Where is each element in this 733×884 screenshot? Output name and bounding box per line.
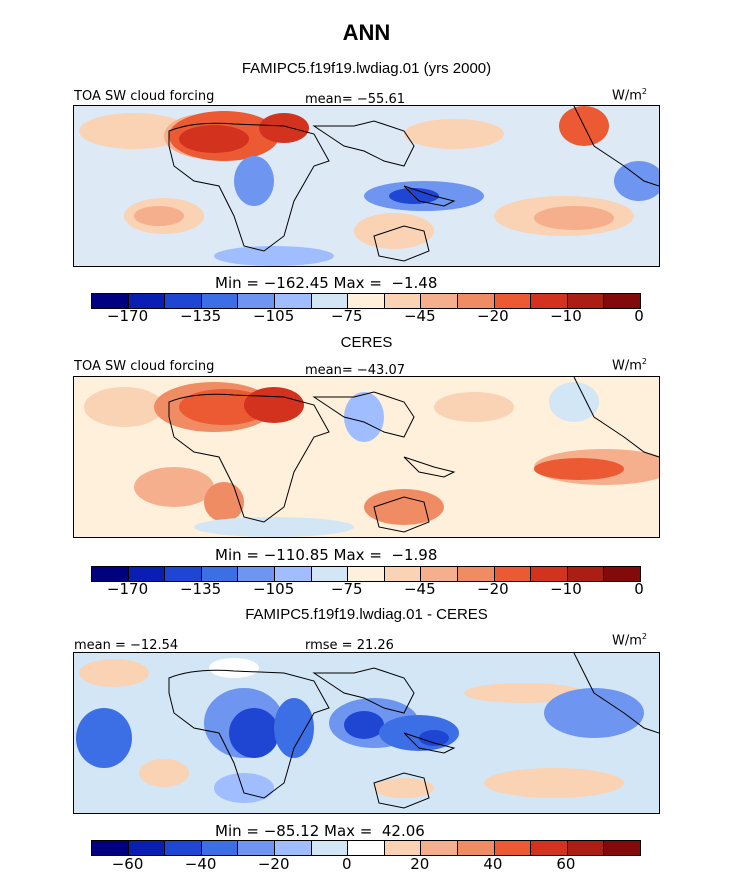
colorbar-swatch xyxy=(238,294,275,308)
colorbar-swatch xyxy=(165,841,202,855)
panel-1-map xyxy=(73,105,660,267)
colorbar-tick-label: −170 xyxy=(106,307,149,325)
colorbar-swatch xyxy=(92,567,129,581)
panel-1-variable-label: TOA SW cloud forcing xyxy=(74,89,215,104)
colorbar-swatch xyxy=(128,567,166,581)
panel-2-mean-label: mean= −43.07 xyxy=(305,363,406,378)
panel-3-mean-label: mean = −12.54 xyxy=(74,638,179,653)
panel-1-colorbar-ticks: −170 −135 −105 −75 −45 −20 −10 0 xyxy=(91,307,644,327)
colorbar-swatch xyxy=(238,567,275,581)
colorbar-swatch xyxy=(531,294,568,308)
panel-2-variable-label: TOA SW cloud forcing xyxy=(74,359,215,374)
panel-2-colorbar-ticks: −170 −135 −105 −75 −45 −20 −10 0 xyxy=(91,580,644,600)
colorbar-swatch xyxy=(604,294,640,308)
panel-3-rmse-label: rmse = 21.26 xyxy=(305,638,394,653)
colorbar-tick-label: −20 xyxy=(477,307,509,325)
panel-1-mean-label: mean= −55.61 xyxy=(305,92,406,107)
field-contours xyxy=(84,382,659,537)
panel-1-title: FAMIPC5.f19f19.lwdiag.01 (yrs 2000) xyxy=(241,60,492,77)
figure-title: ANN xyxy=(342,20,391,45)
colorbar-swatch xyxy=(421,294,458,308)
colorbar-tick-label: −10 xyxy=(550,307,582,325)
colorbar-swatch xyxy=(384,567,422,581)
colorbar-swatch xyxy=(201,841,239,855)
colorbar-swatch xyxy=(348,567,385,581)
colorbar-swatch xyxy=(384,841,422,855)
colorbar-tick-label: −60 xyxy=(111,855,144,873)
colorbar-tick-label: −135 xyxy=(179,580,222,598)
colorbar-swatch xyxy=(531,841,568,855)
colorbar-swatch xyxy=(567,841,605,855)
coastlines xyxy=(168,377,659,533)
coastlines xyxy=(168,653,659,809)
panel-1-minmax: Min = −162.45 Max = −1.48 xyxy=(215,274,438,292)
coastlines xyxy=(168,106,659,262)
panel-1-unit-label: W/m2 xyxy=(612,87,647,104)
field-contours xyxy=(79,106,659,266)
colorbar-tick-label: −105 xyxy=(253,580,295,598)
colorbar-swatch xyxy=(92,294,129,308)
colorbar-swatch xyxy=(604,567,640,581)
colorbar-swatch xyxy=(274,294,312,308)
colorbar-swatch xyxy=(604,841,640,855)
panel-2-minmax: Min = −110.85 Max = −1.98 xyxy=(215,546,438,564)
colorbar-swatch xyxy=(384,294,422,308)
colorbar-tick-label: −45 xyxy=(403,580,436,598)
colorbar-swatch xyxy=(128,294,166,308)
colorbar-swatch xyxy=(457,567,495,581)
colorbar-tick-label: −20 xyxy=(257,855,290,873)
colorbar-swatch xyxy=(311,294,349,308)
colorbar-swatch xyxy=(567,294,605,308)
colorbar-swatch xyxy=(201,567,239,581)
colorbar-tick-label: −40 xyxy=(184,855,217,873)
panel-2-unit-label: W/m2 xyxy=(612,357,647,374)
panel-3-minmax: Min = −85.12 Max = 42.06 xyxy=(215,822,425,840)
panel-2-colorbar xyxy=(91,566,641,582)
colorbar-swatch xyxy=(165,294,202,308)
colorbar-tick-label: −105 xyxy=(253,307,295,325)
panel-3-colorbar-ticks: −60 −40 −20 0 20 40 60 xyxy=(91,855,639,875)
panel-3-unit-label: W/m2 xyxy=(612,632,647,649)
panel-3-colorbar xyxy=(91,840,641,856)
colorbar-tick-label: 0 xyxy=(634,580,644,598)
colorbar-swatch xyxy=(421,841,458,855)
colorbar-swatch xyxy=(165,567,202,581)
colorbar-swatch xyxy=(311,567,349,581)
colorbar-tick-label: −135 xyxy=(179,307,222,325)
colorbar-swatch xyxy=(494,841,532,855)
colorbar-swatch xyxy=(457,294,495,308)
colorbar-tick-label: 20 xyxy=(410,855,430,873)
colorbar-swatch xyxy=(274,841,312,855)
colorbar-tick-label: 0 xyxy=(341,855,352,873)
colorbar-tick-label: −10 xyxy=(550,580,582,598)
colorbar-tick-label: −20 xyxy=(477,580,509,598)
colorbar-tick-label: −170 xyxy=(106,580,149,598)
colorbar-swatch xyxy=(421,567,458,581)
colorbar-swatch xyxy=(348,841,385,855)
colorbar-swatch xyxy=(128,841,166,855)
colorbar-tick-label: −75 xyxy=(330,580,363,598)
colorbar-swatch xyxy=(238,841,275,855)
panel-3-title: FAMIPC5.f19f19.lwdiag.01 - CERES xyxy=(245,606,488,623)
colorbar-swatch xyxy=(531,567,568,581)
colorbar-tick-label: −75 xyxy=(330,307,363,325)
panel-2-map xyxy=(73,376,660,538)
colorbar-tick-label: −45 xyxy=(403,307,436,325)
colorbar-swatch xyxy=(201,294,239,308)
colorbar-swatch xyxy=(348,294,385,308)
colorbar-tick-label: 40 xyxy=(483,855,503,873)
colorbar-swatch xyxy=(457,841,495,855)
colorbar-swatch xyxy=(494,294,532,308)
colorbar-swatch xyxy=(274,567,312,581)
panel-1-colorbar xyxy=(91,293,641,309)
colorbar-swatch xyxy=(567,567,605,581)
colorbar-swatch xyxy=(92,841,129,855)
colorbar-tick-label: 0 xyxy=(634,307,644,325)
field-contours xyxy=(76,658,644,803)
panel-2-title: CERES xyxy=(340,334,393,351)
colorbar-tick-label: 60 xyxy=(556,855,576,873)
panel-3-map xyxy=(73,652,660,814)
colorbar-swatch xyxy=(494,567,532,581)
colorbar-swatch xyxy=(311,841,349,855)
